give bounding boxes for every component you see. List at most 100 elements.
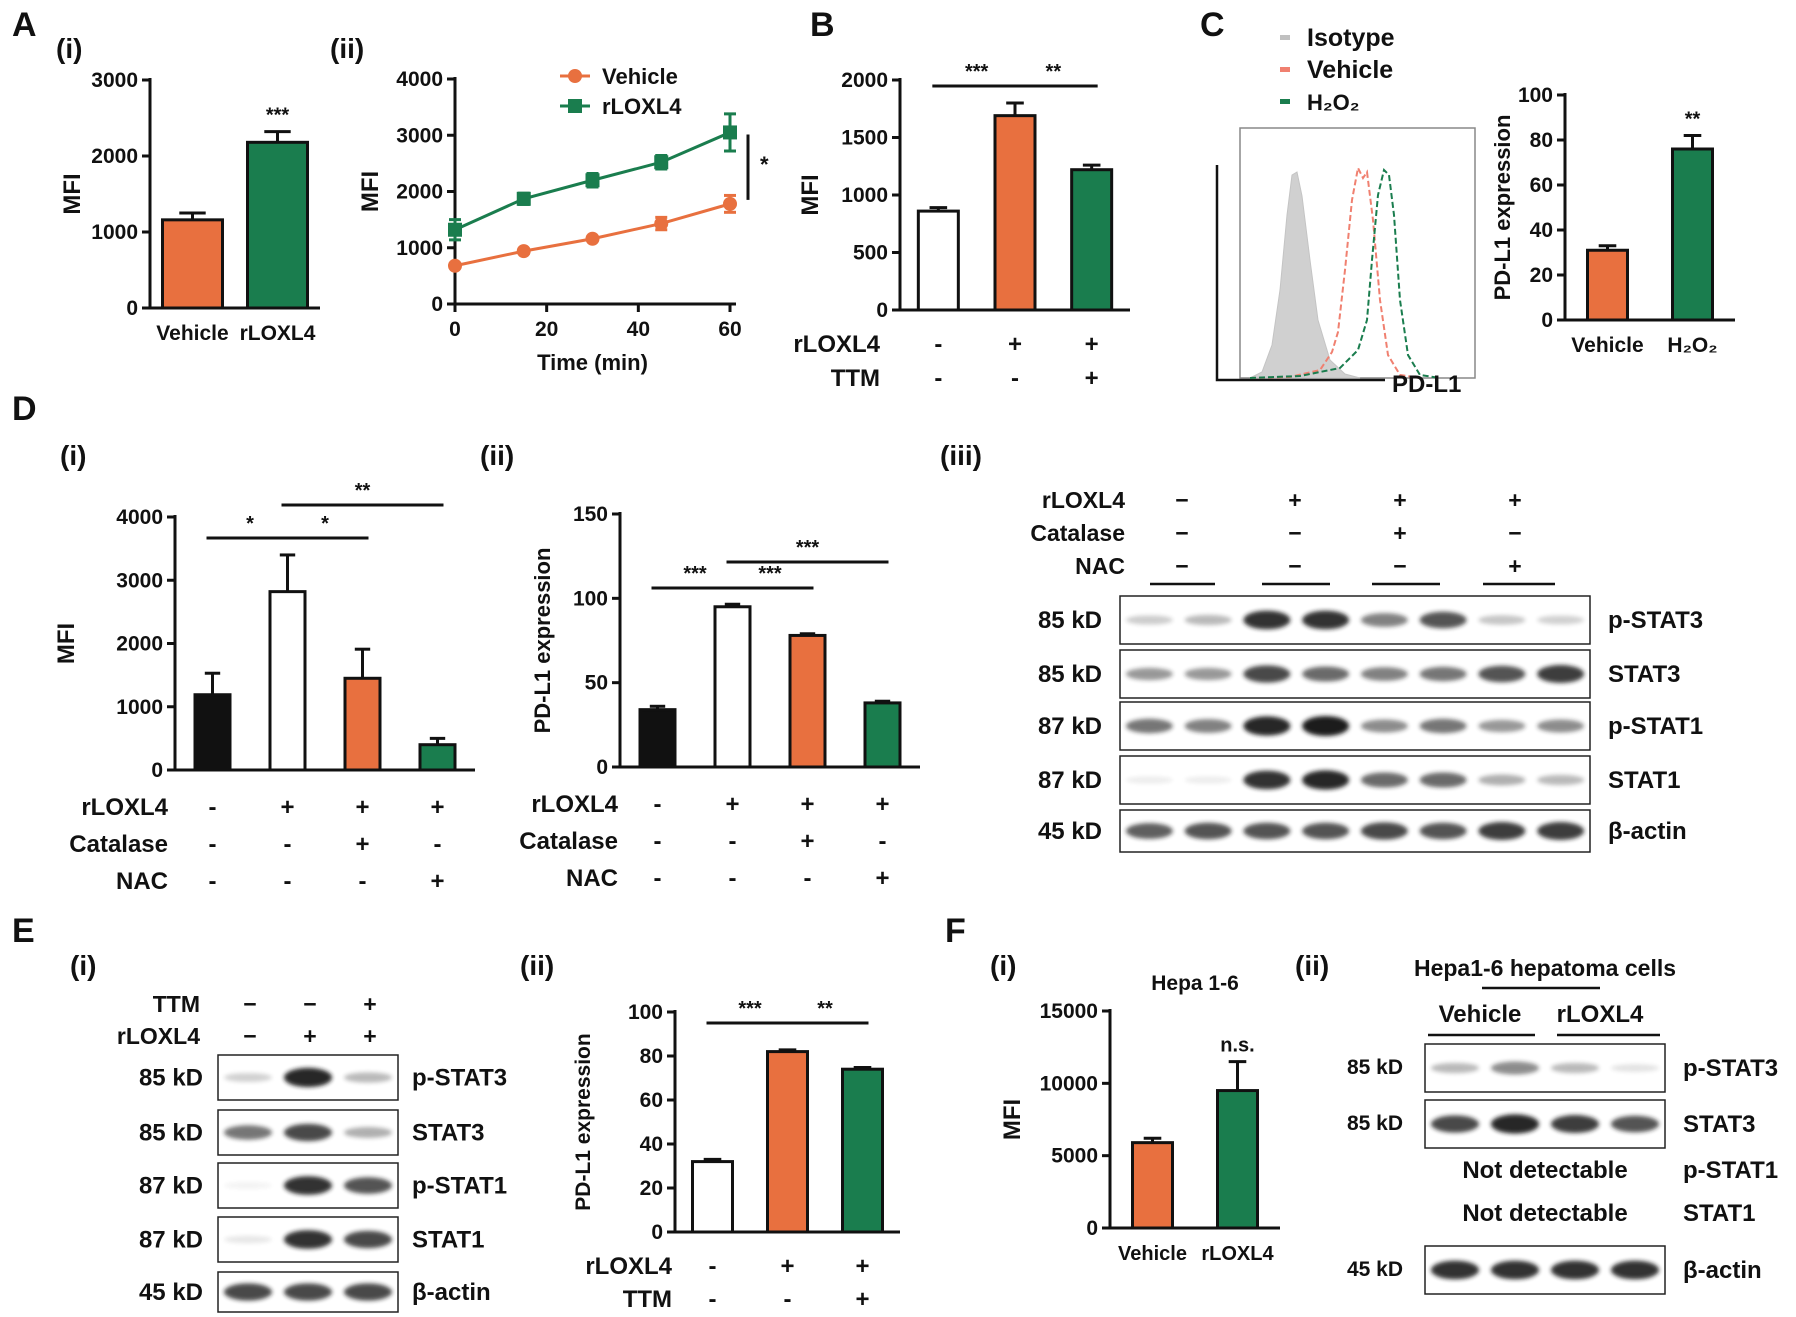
data-point (654, 216, 669, 231)
band (1537, 822, 1585, 840)
sublabel-f-ii: (ii) (1295, 950, 1329, 981)
band (1551, 1260, 1599, 1280)
condition-mark: − (1508, 520, 1521, 546)
y-axis-label: MFI (53, 623, 80, 664)
protein-label: p-STAT3 (1683, 1055, 1778, 1082)
histogram-xlabel: PD-L1 (1392, 371, 1461, 398)
bar (766, 1050, 809, 1234)
band (1537, 615, 1585, 625)
band (224, 1125, 272, 1140)
band (284, 1230, 332, 1249)
panel-letter-e: E (12, 912, 35, 950)
y-tick-label: 20 (1530, 264, 1553, 287)
sublabel-e-ii: (ii) (520, 950, 554, 981)
condition-mark: - (434, 831, 442, 858)
y-axis-label: MFI (357, 171, 384, 212)
condition-mark: − (243, 1023, 256, 1049)
condition-mark: + (800, 791, 814, 818)
bar (268, 590, 307, 772)
significance-label: * (760, 152, 769, 177)
band (344, 1283, 392, 1301)
band (1431, 1115, 1479, 1133)
condition-mark: - (1011, 365, 1019, 392)
condition-mark: - (359, 868, 367, 895)
band (1478, 615, 1526, 625)
condition-label: rLOXL4 (1042, 487, 1125, 513)
western-blot-e-i: TTM − − + rLOXL4 − + +85 kD p-STAT3 85 kD STAT3 87 … (117, 991, 507, 1313)
condition-mark: + (875, 865, 889, 892)
band (1125, 718, 1173, 734)
chart-title: Hepa 1-6 (1151, 972, 1239, 995)
bar (343, 676, 382, 772)
bar (713, 605, 752, 769)
y-tick-label: 3000 (396, 124, 443, 147)
legend-isotype: Isotype (1307, 24, 1395, 52)
sublabel-d-iii: (iii) (940, 440, 982, 471)
significance-label: ** (355, 480, 371, 502)
protein-label: STAT3 (1608, 661, 1680, 688)
y-tick-label: 0 (1541, 309, 1553, 332)
flow-histogram-c: PD-L1 Isotype Vehicle H₂O₂ (1215, 24, 1476, 398)
legend-label: rLOXL4 (602, 94, 682, 119)
condition-mark: - (654, 865, 662, 892)
protein-label: β-actin (1683, 1257, 1762, 1284)
molecular-weight-label: 85 kD (1347, 1056, 1403, 1079)
band (1184, 667, 1232, 681)
condition-mark: - (654, 828, 662, 855)
significance-label: * (321, 513, 329, 535)
band (1184, 614, 1232, 626)
y-tick-label: 1000 (396, 237, 443, 260)
x-tick-label: 20 (535, 318, 558, 341)
group-label: Vehicle (1439, 1001, 1522, 1028)
x-tick-label: 0 (449, 318, 461, 341)
y-tick-label: 0 (126, 297, 138, 320)
x-tick-label: rLOXL4 (240, 322, 316, 345)
condition-mark: + (355, 831, 369, 858)
band (1243, 770, 1291, 790)
band (224, 1073, 272, 1082)
band (1125, 615, 1173, 625)
band (1184, 776, 1232, 784)
y-tick-label: 20 (640, 1177, 663, 1200)
band (344, 1072, 392, 1083)
y-tick-label: 0 (596, 756, 608, 779)
western-blot-d-iii: rLOXL4 − + + + Catalase − − + − NAC − − − +85 kD p-STAT… (1030, 487, 1703, 853)
bar (863, 701, 902, 769)
molecular-weight-label: 45 kD (1038, 818, 1102, 845)
y-tick-label: 0 (431, 293, 443, 316)
band (1360, 613, 1408, 627)
chart-d-ii-pdl1-bar: 0 50 100 150 PD-L1 expression *** *** *** rLOXL4… (519, 503, 920, 892)
significance-label: n.s. (1220, 1035, 1254, 1057)
condition-mark: - (709, 1253, 717, 1280)
molecular-weight-label: 85 kD (139, 1120, 203, 1147)
data-point (723, 125, 737, 140)
y-tick-label: 60 (1530, 174, 1553, 197)
band (1302, 770, 1350, 790)
panel-letter-c: C (1200, 6, 1225, 44)
sublabel-a-i: (i) (56, 33, 82, 64)
significance-label: *** (738, 998, 762, 1020)
condition-mark: + (1085, 331, 1099, 358)
x-axis-label: Time (min) (537, 350, 648, 375)
condition-mark: − (1288, 553, 1301, 579)
condition-mark: + (303, 1023, 316, 1049)
panel-letter-d: D (12, 390, 37, 428)
chart-f-i-mfi-bar: 0 5000 10000 15000 MFI Vehicle rLOXL4 n.s. Hepa … (999, 972, 1280, 1265)
y-axis-label: PD-L1 expression (530, 548, 555, 734)
isotype-histogram (1249, 171, 1361, 379)
significance-label: ** (1046, 61, 1062, 83)
protein-label: β-actin (1608, 818, 1687, 845)
band (224, 1182, 272, 1189)
x-tick-label: 60 (718, 318, 741, 341)
condition-mark: + (1393, 487, 1406, 513)
condition-label: TTM (623, 1286, 672, 1313)
condition-mark: + (430, 794, 444, 821)
band (1419, 611, 1467, 629)
legend-vehicle-swatch (1280, 67, 1290, 72)
band (1125, 823, 1173, 839)
y-tick-label: 500 (853, 242, 888, 265)
condition-mark: - (934, 365, 942, 392)
